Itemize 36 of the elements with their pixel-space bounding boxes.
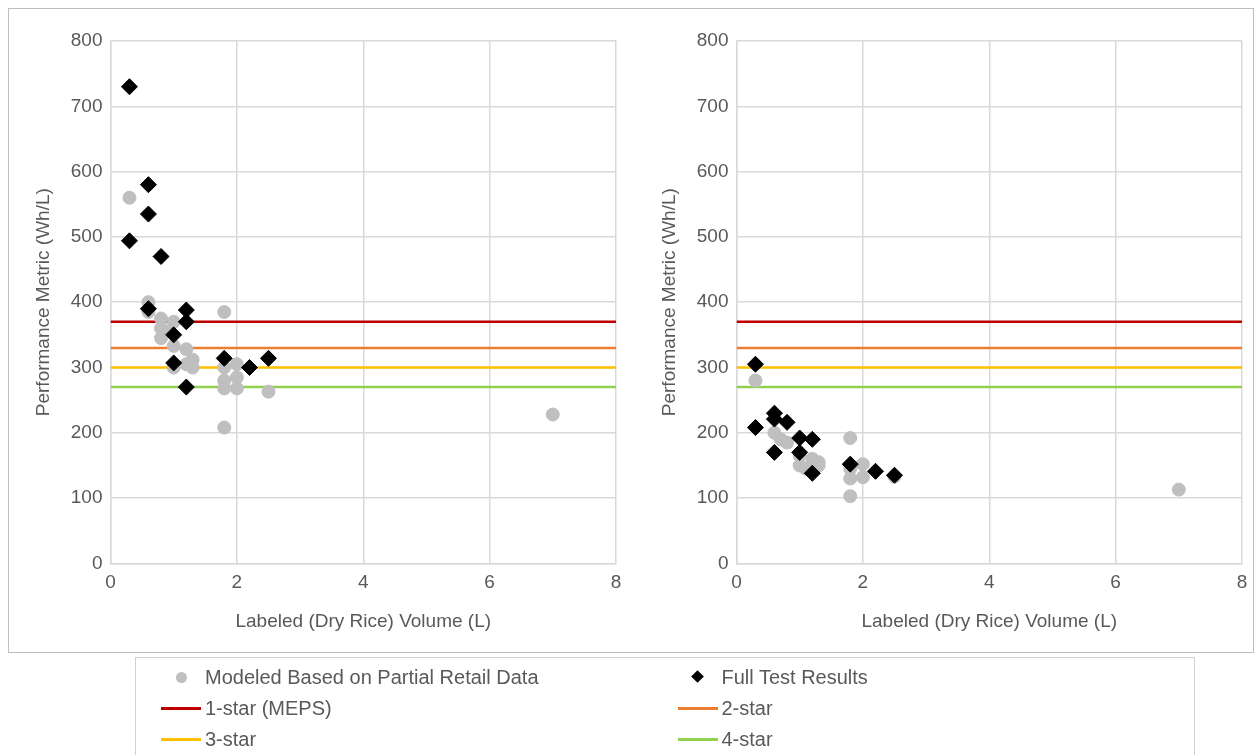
y-tick-label: 200: [70, 421, 103, 443]
y-tick-label: 0: [91, 551, 103, 573]
y-tick-label: 800: [70, 29, 103, 51]
legend-label: 3-star: [205, 727, 257, 751]
y-tick-label: 500: [696, 225, 729, 247]
y-tick-label: 500: [70, 225, 103, 247]
legend-label: Modeled Based on Partial Retail Data: [205, 665, 539, 689]
x-tick-label: 6: [484, 571, 495, 593]
y-tick-label: 600: [70, 159, 103, 181]
y-tick-label: 100: [696, 486, 729, 508]
y-tick-label: 600: [696, 159, 729, 181]
legend-label: Full Test Results: [721, 665, 868, 689]
y-tick-label: 100: [70, 486, 103, 508]
legend-label: 4-star: [721, 727, 773, 751]
y-axis-title: Performance Metric (Wh/L): [657, 188, 679, 417]
x-axis-title: Labeled (Dry Rice) Volume (L): [861, 609, 1118, 631]
legend-label: 1-star (MEPS): [205, 696, 332, 720]
y-axis-title: Performance Metric (Wh/L): [31, 188, 53, 417]
y-tick-label: 0: [717, 551, 729, 573]
x-axis-title: Labeled (Dry Rice) Volume (L): [235, 609, 492, 631]
y-tick-label: 200: [696, 421, 729, 443]
x-tick-label: 2: [857, 571, 869, 593]
x-tick-label: 4: [983, 571, 995, 593]
y-tick-label: 400: [70, 290, 103, 312]
x-tick-label: 8: [610, 571, 622, 593]
y-tick-label: 300: [696, 355, 729, 377]
x-tick-label: 2: [231, 571, 243, 593]
x-tick-label: 4: [357, 571, 369, 593]
y-tick-label: 700: [696, 94, 729, 116]
y-tick-label: 300: [70, 355, 103, 377]
y-tick-label: 400: [696, 290, 729, 312]
legend-label: 2-star: [721, 696, 773, 720]
y-tick-label: 700: [70, 94, 103, 116]
x-tick-label: 8: [1236, 571, 1248, 593]
x-tick-label: 6: [1110, 571, 1121, 593]
y-tick-label: 800: [696, 29, 729, 51]
